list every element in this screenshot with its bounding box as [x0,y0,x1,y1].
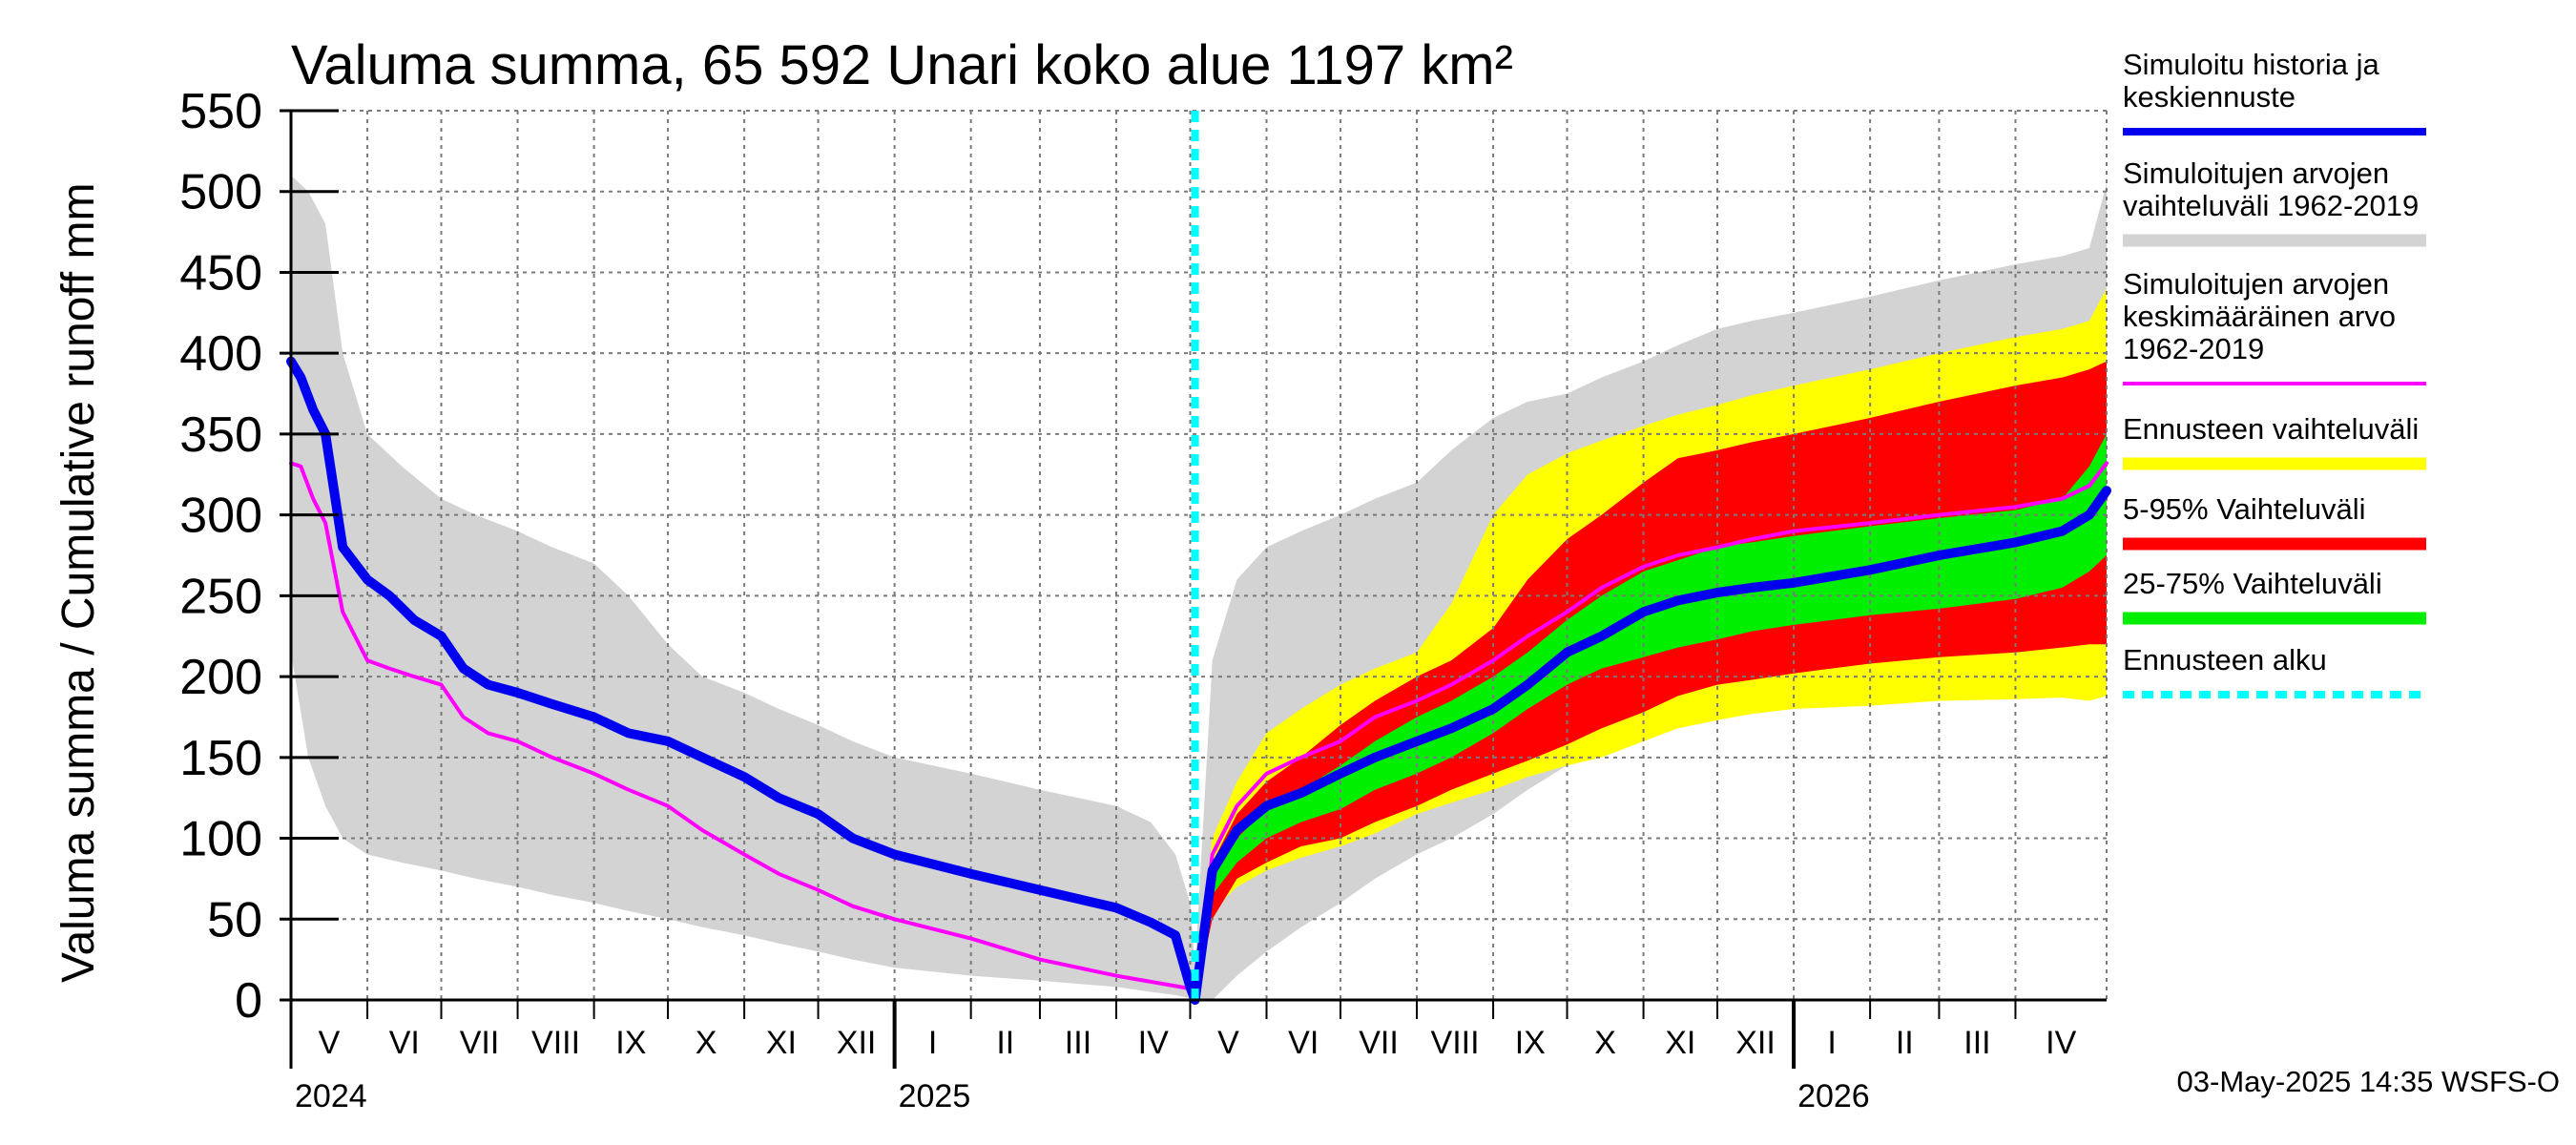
y-tick-label: 0 [235,973,262,1029]
x-tick-label: V [1217,1025,1239,1061]
x-tick-label: III [1963,1025,1990,1061]
x-tick-label: IX [1515,1025,1546,1061]
chart-title: Valuma summa, 65 592 Unari koko alue 119… [291,34,1513,96]
x-tick-label: II [996,1025,1014,1061]
legend-label: vaihteluväli 1962-2019 [2123,189,2419,222]
legend-label: Ennusteen vaihteluväli [2123,412,2419,446]
year-label: 2025 [899,1078,971,1114]
x-tick-label: I [1827,1025,1836,1061]
y-tick-label: 500 [179,165,262,220]
x-tick-label: II [1896,1025,1914,1061]
y-tick-label: 200 [179,650,262,705]
x-tick-label: I [928,1025,937,1061]
year-label: 2024 [295,1078,367,1114]
footer-timestamp: 03-May-2025 14:35 WSFS-O [2177,1065,2560,1098]
year-label: 2026 [1797,1078,1870,1114]
y-tick-label: 150 [179,731,262,786]
legend-label: 1962-2019 [2123,332,2264,365]
legend-label: keskiennuste [2123,80,2296,114]
x-tick-label: III [1065,1025,1091,1061]
x-tick-label: X [1594,1025,1616,1061]
x-tick-label: VI [389,1025,420,1061]
legend-label: Simuloitu historia ja [2123,48,2380,81]
y-tick-label: 50 [207,892,262,947]
p25-75-band [1195,433,2107,1000]
y-tick-label: 100 [179,812,262,867]
y-axis-label: Valuma summa / Cumulative runoff mm [53,183,104,984]
x-tick-label: VIII [1431,1025,1480,1061]
grid-lines [291,110,2108,1000]
legend-label: Simuloitujen arvojen [2123,156,2389,190]
x-tick-label: XII [837,1025,877,1061]
x-tick-label: VII [460,1025,500,1061]
legend-label: 5-95% Vaihteluväli [2123,492,2365,526]
x-tick-label: IV [2046,1025,2076,1061]
x-tick-label: XI [766,1025,797,1061]
x-tick-label: IV [1138,1025,1169,1061]
x-tick-label: XI [1665,1025,1695,1061]
x-tick-label: V [319,1025,341,1061]
y-tick-label: 550 [179,84,262,139]
y-tick-label: 400 [179,326,262,382]
legend-label: Simuloitujen arvojen [2123,267,2389,301]
legend-label: 25-75% Vaihteluväli [2123,567,2382,600]
median-line [286,356,2111,1005]
y-tick-label: 350 [179,407,262,463]
series-lines [286,111,2111,1005]
x-tick-label: VII [1359,1025,1399,1061]
mean-line [289,461,2109,1002]
legend-label: Ennusteen alku [2123,643,2327,677]
history-range-band [291,175,2107,1001]
y-tick-label: 300 [179,489,262,544]
x-tick-label: X [696,1025,717,1061]
x-tick-label: XII [1735,1025,1776,1061]
legend-label: keskimääräinen arvo [2123,300,2396,333]
x-tick-label: VI [1288,1025,1319,1061]
y-tick-label: 450 [179,245,262,301]
x-tick-label: IX [615,1025,646,1061]
x-tick-label: VIII [531,1025,580,1061]
y-tick-label: 250 [179,569,262,624]
